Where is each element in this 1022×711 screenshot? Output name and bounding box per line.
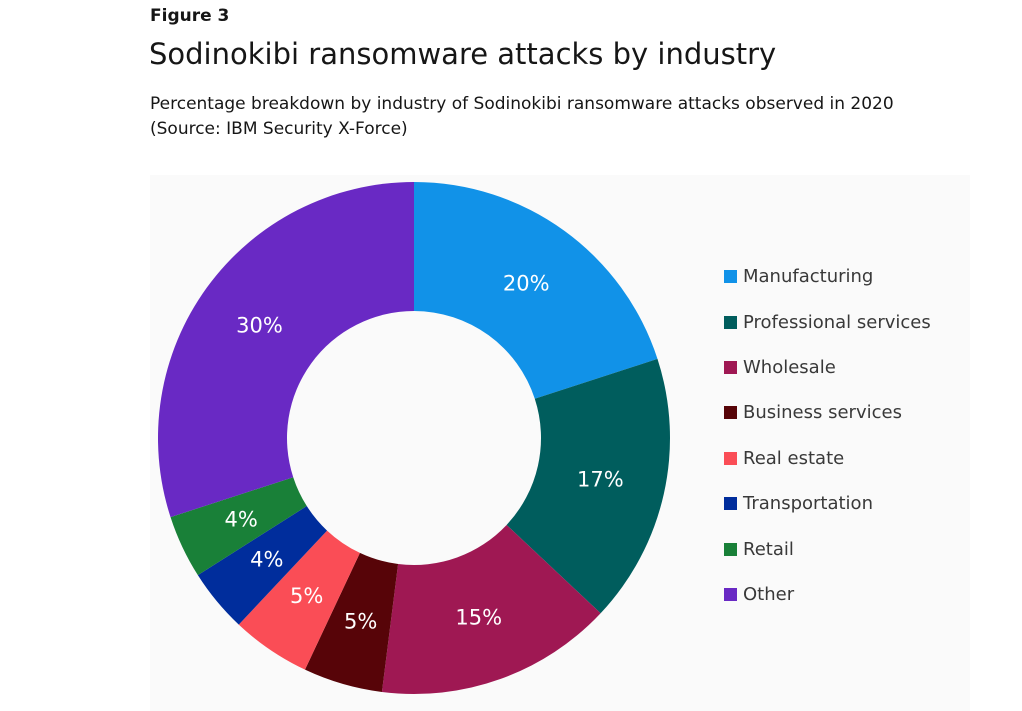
slice-manufacturing <box>414 182 658 399</box>
slice-wholesale <box>381 524 601 694</box>
slice-label-wholesale: 15% <box>455 606 502 630</box>
legend-label-other: Other <box>743 583 795 605</box>
slice-label-real-estate: 5% <box>290 584 323 608</box>
source-text: (Source: IBM Security X-Force) <box>150 119 408 139</box>
legend-item-retail: Retail <box>724 526 931 571</box>
legend-item-real-estate: Real estate <box>724 436 931 481</box>
slice-retail <box>170 477 307 576</box>
legend-item-wholesale: Wholesale <box>724 345 931 390</box>
legend-swatch-wholesale <box>724 360 737 374</box>
slice-transportation <box>197 506 328 625</box>
chart-title: Sodinokibi ransomware attacks by industr… <box>149 37 777 71</box>
legend-item-professional-services: Professional services <box>724 299 931 344</box>
slice-business-services <box>305 552 399 692</box>
legend-item-manufacturing: Manufacturing <box>724 254 931 299</box>
legend-item-other: Other <box>724 572 931 617</box>
legend-swatch-manufacturing <box>724 270 737 284</box>
legend-swatch-business-services <box>724 406 737 420</box>
slice-label-other: 30% <box>236 314 283 338</box>
subtitle-text: Percentage breakdown by industry of Sodi… <box>150 94 894 114</box>
figure-label: Figure 3 <box>150 6 230 26</box>
legend-label-professional-services: Professional services <box>743 311 931 333</box>
legend-swatch-retail <box>724 542 737 556</box>
slice-label-professional-services: 17% <box>577 468 624 492</box>
legend-label-retail: Retail <box>743 538 794 560</box>
legend: Manufacturing Professional services Wholes… <box>724 254 931 617</box>
legend-label-business-services: Business services <box>743 402 902 424</box>
slice-other <box>157 182 415 518</box>
legend-item-business-services: Business services <box>724 390 931 435</box>
legend-label-transportation: Transportation <box>743 493 873 515</box>
legend-label-manufacturing: Manufacturing <box>743 266 874 288</box>
slice-professional-services <box>506 358 670 614</box>
legend-label-wholesale: Wholesale <box>743 356 836 378</box>
legend-swatch-professional-services <box>724 315 737 329</box>
slice-label-manufacturing: 20% <box>503 271 550 295</box>
slice-label-retail: 4% <box>225 507 258 531</box>
slice-real-estate <box>238 530 360 670</box>
slice-label-business-services: 5% <box>344 609 377 633</box>
legend-item-transportation: Transportation <box>724 481 931 526</box>
legend-label-real-estate: Real estate <box>743 447 845 469</box>
legend-swatch-transportation <box>724 497 737 511</box>
legend-swatch-real-estate <box>724 451 737 465</box>
slice-label-transportation: 4% <box>250 548 283 572</box>
chart-subtitle: Percentage breakdown by industry of Sodi… <box>150 92 990 142</box>
legend-swatch-other <box>724 587 737 601</box>
